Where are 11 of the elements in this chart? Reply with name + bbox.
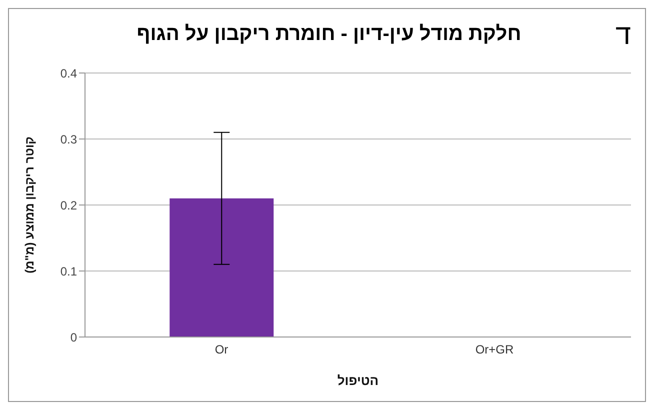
y-tick-label: 0.2 bbox=[60, 198, 78, 212]
y-tick-label: 0.1 bbox=[60, 264, 78, 278]
chart-title: חלקת מודל עין-דיון - חומרת ריקבון על הגוף bbox=[136, 23, 522, 46]
y-tick-label: 0.3 bbox=[60, 132, 78, 146]
y-tick-label: 0 bbox=[70, 330, 78, 344]
x-tick-label: Or bbox=[214, 342, 228, 357]
x-axis-title: הטיפול bbox=[337, 373, 379, 388]
y-tick-label: 0.4 bbox=[60, 66, 78, 80]
y-axis-title: קוטר ריקבון ממוצע (מ"מ) bbox=[22, 136, 36, 274]
x-tick-label: Or+GR bbox=[475, 342, 514, 357]
text: ד bbox=[615, 19, 631, 51]
